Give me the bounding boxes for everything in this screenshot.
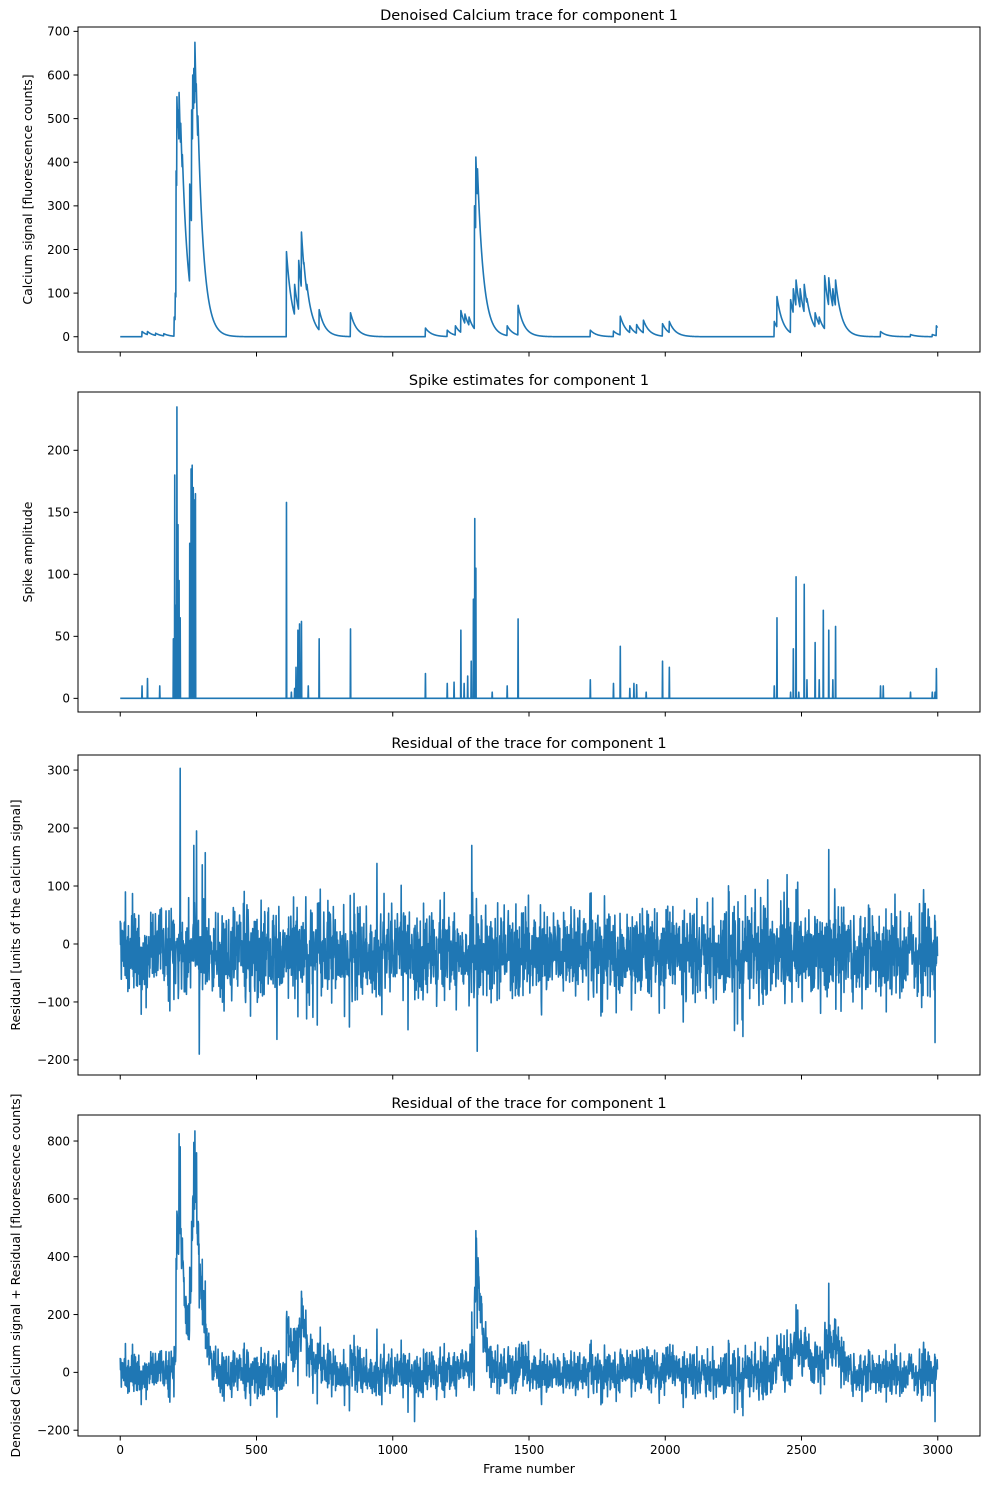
y-tick-label: 200 [47,1308,70,1322]
panel-4: Residual of the trace for component 1 Den… [8,1094,981,1476]
x-tick-label: 0 [116,1443,124,1457]
series-line [119,41,939,338]
y-tick-label: 100 [47,286,70,300]
y-tick-label: 600 [47,1192,70,1206]
y-tick-label: −200 [37,1053,70,1067]
series-line [119,406,939,700]
y-tick-label: 0 [62,330,70,344]
panel-title: Spike estimates for component 1 [409,373,649,389]
y-tick-label: 0 [62,937,70,951]
panel-2: Spike estimates for component 1 Spike amp… [20,373,981,717]
y-tick-label: 150 [47,506,70,520]
plot-frame [77,1114,981,1437]
y-tick-label: 100 [47,879,70,893]
y-tick-label: 400 [47,156,70,170]
y-tick-label: 700 [47,25,70,39]
y-tick-label: 400 [47,1250,70,1264]
panel-title: Residual of the trace for component 1 [391,1096,666,1112]
plot-frame [77,26,981,353]
y-tick-label: 0 [62,1366,70,1380]
y-axis-label: Spike amplitude [20,501,35,602]
x-tick-label: 1500 [514,1443,545,1457]
x-tick-label: 2000 [650,1443,681,1457]
y-axis-label: Residual [units of the calcium signal] [8,799,23,1030]
y-tick-label: 300 [47,199,70,213]
x-axis-label: Frame number [483,1461,576,1476]
panel-title: Residual of the trace for component 1 [391,736,666,752]
x-tick-label: 3000 [922,1443,953,1457]
y-axis-label: Denoised Calcium signal + Residual [fluo… [8,1094,23,1458]
y-axis-label: Calcium signal [fluorescence counts] [20,74,35,304]
panel-1: Denoised Calcium trace for component 1 Ca… [20,8,981,357]
y-tick-label: 0 [62,692,70,706]
series-line [119,1130,939,1423]
series-line [119,767,939,1055]
y-tick-label: 600 [47,68,70,82]
x-tick-label: 500 [245,1443,268,1457]
y-tick-label: 200 [47,243,70,257]
y-tick-label: 100 [47,568,70,582]
y-tick-label: 200 [47,444,70,458]
x-tick-label: 2500 [786,1443,817,1457]
y-tick-label: 800 [47,1134,70,1148]
y-tick-label: 50 [55,630,70,644]
y-tick-label: 500 [47,112,70,126]
panel-title: Denoised Calcium trace for component 1 [380,8,678,24]
y-tick-label: −200 [37,1424,70,1438]
y-tick-label: 300 [47,763,70,777]
plot-frame [77,391,981,713]
y-tick-label: −100 [37,995,70,1009]
y-tick-label: 200 [47,821,70,835]
plot-frame [77,754,981,1076]
x-tick-label: 1000 [377,1443,408,1457]
panel-3: Residual of the trace for component 1 Res… [8,736,981,1080]
